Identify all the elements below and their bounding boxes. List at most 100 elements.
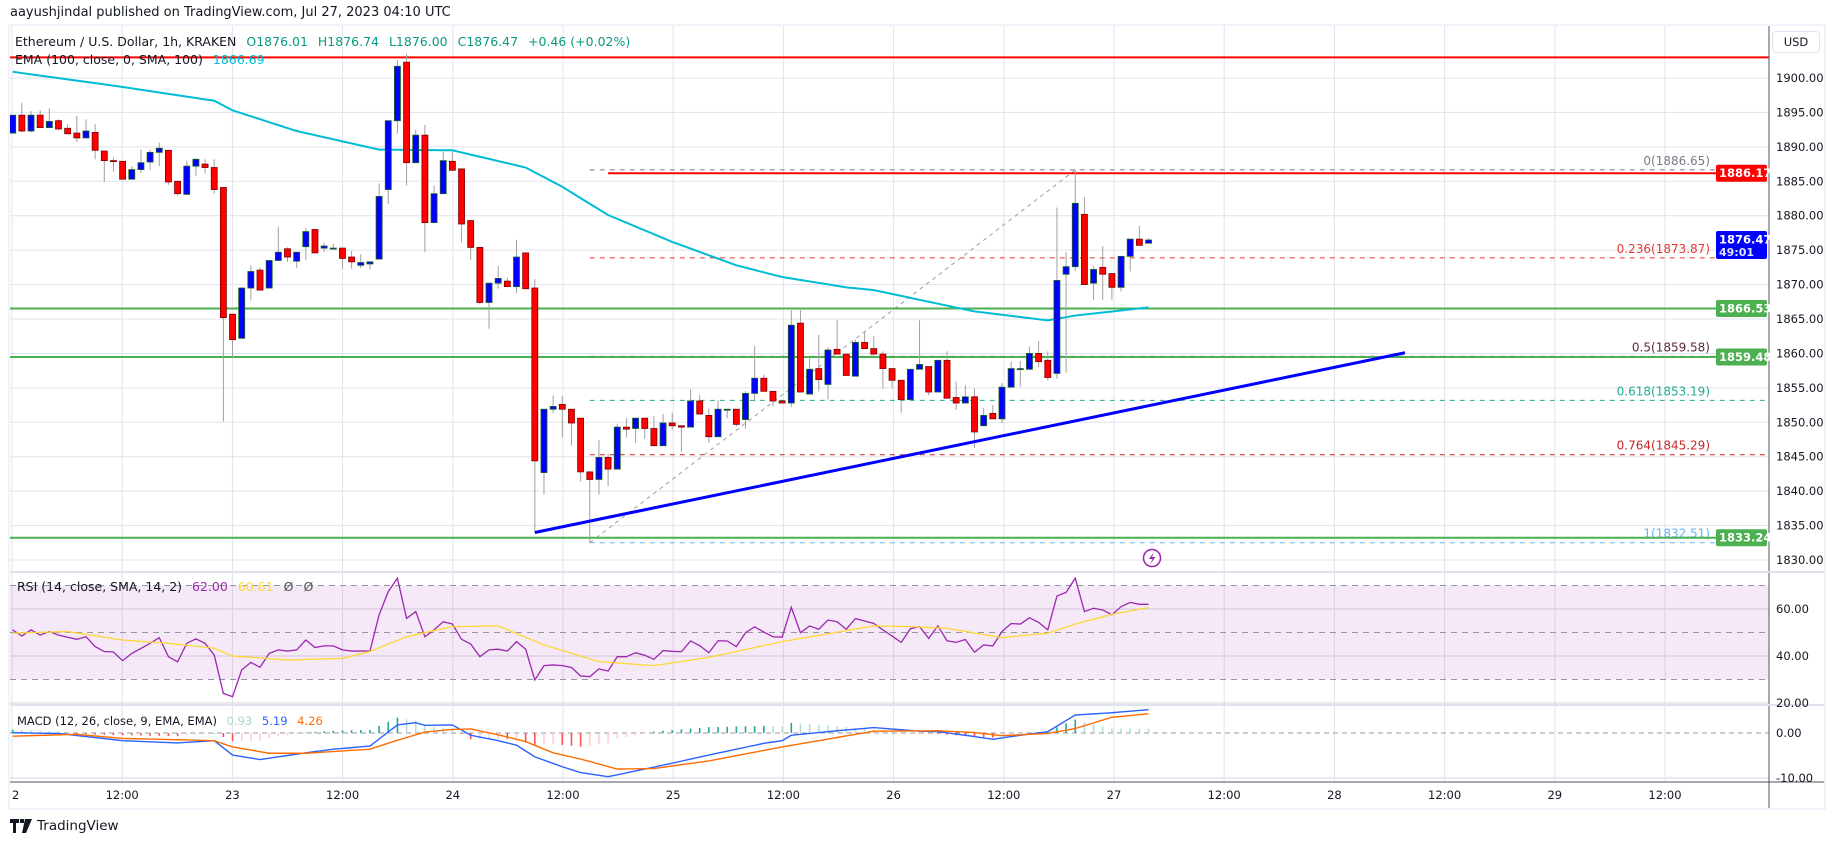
ema-legend[interactable]: EMA (100, close, 0, SMA, 100) 1866.69 <box>15 52 271 67</box>
candle-body-down <box>870 348 878 355</box>
macd-histogram-bar <box>149 733 151 736</box>
candle-body-up <box>238 287 246 339</box>
macd-histogram-bar <box>1120 728 1122 733</box>
high-value: H1876.74 <box>317 34 379 49</box>
macd-histogram-bar <box>414 720 417 733</box>
candle <box>1007 361 1015 388</box>
time-tick-label: 2 <box>12 788 19 802</box>
candle-body-up <box>485 282 493 303</box>
price-tick-label: 1900.00 <box>1776 71 1824 85</box>
candle-body-down <box>586 471 594 480</box>
macd-histogram-bar <box>231 733 234 742</box>
candle <box>467 220 475 260</box>
macd-histogram-bar <box>176 733 179 737</box>
candle <box>925 366 933 396</box>
macd-value: 5.19 <box>261 714 288 728</box>
price-tick-label: 1860.00 <box>1776 346 1824 360</box>
macd-histogram-bar <box>763 725 765 733</box>
macd-histogram-bar <box>323 731 325 733</box>
candle <box>339 247 346 269</box>
time-tick-label: 12:00 <box>767 788 800 802</box>
macd-histogram-bar <box>11 729 14 733</box>
candle-body-up <box>742 392 749 420</box>
macd-histogram-bar <box>488 733 490 739</box>
candle-body-down <box>18 114 26 132</box>
candle <box>36 110 44 128</box>
macd-histogram-bar <box>295 733 298 734</box>
price-tag: 1859.48 <box>1716 348 1771 366</box>
rsi-legend[interactable]: RSI (14, close, SMA, 14, 2) 62.00 60.61 … <box>17 579 319 594</box>
candle-body-up <box>1090 269 1097 284</box>
candle <box>430 185 438 224</box>
candle <box>1016 361 1024 387</box>
macd-histogram-bar <box>222 733 225 738</box>
candle-body-up <box>751 377 759 394</box>
candle-body-up <box>366 261 374 265</box>
macd-histogram-bar <box>927 733 930 734</box>
candle <box>403 53 410 186</box>
candle <box>842 353 850 376</box>
candle <box>595 440 603 495</box>
lightning-icon[interactable] <box>1142 548 1162 568</box>
price-axis[interactable]: 1900.00 1895.00 1890.00 1885.00 1880.00 1875.… <box>1776 71 1824 785</box>
candle-body-down <box>1135 238 1143 246</box>
candle-body-down <box>165 149 172 183</box>
candle-body-up <box>412 134 420 164</box>
candle <box>888 368 896 389</box>
macd-histogram-bar <box>735 726 738 733</box>
candle-body-up <box>659 422 667 447</box>
price-tag-label: 1886.17 <box>1719 166 1771 180</box>
price-tag-label: 1866.53 <box>1719 301 1771 315</box>
candle <box>577 417 585 482</box>
candle <box>861 331 868 350</box>
macd-histogram-bar <box>350 730 353 733</box>
candle-body-down <box>696 400 704 415</box>
macd-histogram-bar <box>1056 727 1058 733</box>
candle-body-up <box>320 245 328 249</box>
candle-body-up <box>82 130 90 139</box>
rsi-band <box>10 585 1769 680</box>
candle <box>320 242 328 253</box>
candle <box>668 412 676 430</box>
candle-body-up <box>632 417 639 429</box>
price-tick-label: 1890.00 <box>1776 140 1824 154</box>
candle-body-down <box>91 131 99 151</box>
macd-legend[interactable]: MACD (12, 26, close, 9, EMA, EMA) 0.93 5… <box>17 714 329 728</box>
time-tick-label: 28 <box>1327 788 1342 802</box>
candle-body-up <box>45 120 53 128</box>
candle-body-down <box>36 114 44 128</box>
candle-body-up <box>998 386 1006 420</box>
time-tick-label: 12:00 <box>326 788 359 802</box>
candle-body-down <box>1035 353 1043 363</box>
symbol-legend[interactable]: Ethereum / U.S. Dollar, 1h, KRAKEN O1876… <box>15 34 636 49</box>
candle <box>192 158 200 176</box>
candle <box>632 417 639 443</box>
candle <box>439 151 447 195</box>
close-value: C1876.47 <box>457 34 519 49</box>
currency-button[interactable]: USD <box>1772 31 1820 53</box>
time-axis[interactable]: 2 12:00 23 12:00 24 12:00 25 12:00 26 12:00 27 12:0… <box>12 788 1682 802</box>
candle-body-up <box>128 169 136 180</box>
candle <box>568 408 575 446</box>
candle-body-up <box>375 196 383 260</box>
candle-body-down <box>1081 213 1088 285</box>
ascending-trendline[interactable] <box>534 351 1406 534</box>
candle-body-up <box>430 193 438 224</box>
price-tick-label: 1845.00 <box>1776 450 1824 464</box>
candle-body-up <box>274 251 282 261</box>
candle <box>329 243 337 250</box>
candle <box>18 102 26 133</box>
candle <box>91 124 99 160</box>
tradingview-logo[interactable]: TradingView <box>10 818 119 834</box>
candle-body-down <box>1108 273 1116 288</box>
rsi-sma-line <box>12 606 1149 667</box>
candle-body-down <box>623 426 630 430</box>
macd-histogram-bar <box>479 733 481 740</box>
fib-level-label: 0.618(1853.19) <box>1617 384 1710 398</box>
candle-body-down <box>888 368 896 381</box>
candle-body-down <box>229 313 236 341</box>
candle-body-down <box>897 379 905 400</box>
candle <box>604 453 612 487</box>
candle <box>45 108 53 128</box>
